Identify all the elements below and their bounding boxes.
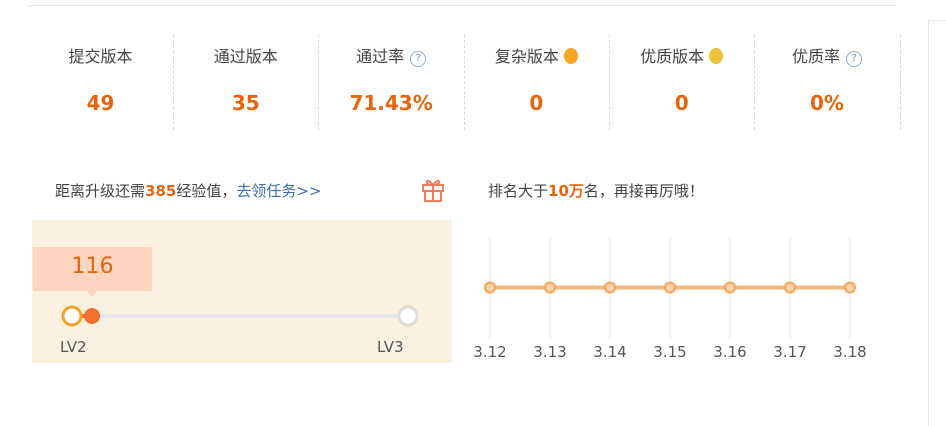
stat-label: 优质版本	[609, 43, 754, 67]
help-icon[interactable]: ?	[410, 51, 427, 67]
x-tick-label: 3.14	[593, 343, 626, 361]
stat-label: 提交版本	[28, 43, 173, 67]
x-tick-label: 3.18	[833, 343, 866, 361]
text: 经验值，	[176, 182, 237, 200]
x-tick-label: 3.12	[473, 343, 506, 361]
level-box	[32, 220, 452, 363]
label-text: 复杂版本	[494, 47, 559, 66]
stat-label: 通过版本	[173, 43, 318, 67]
stat-value: 35	[231, 91, 260, 115]
stat: 通过版本 35	[173, 35, 320, 130]
x-tick-label: 3.15	[653, 343, 686, 361]
stat-value: 0	[529, 91, 544, 115]
level-from: LV2	[60, 338, 87, 356]
rank-amount: 10万	[548, 182, 584, 200]
text: 排名大于	[488, 182, 549, 200]
stat: 优质版本 0	[609, 35, 756, 130]
top-border	[28, 5, 896, 6]
point	[604, 281, 616, 294]
label-text: 通过版本	[213, 47, 278, 66]
label-text: 优质版本	[640, 47, 705, 66]
stat-label: 优质率?	[755, 43, 900, 67]
point	[544, 281, 556, 294]
level-track: LV2 LV3	[60, 290, 419, 356]
medal-icon	[709, 48, 724, 64]
stat: 复杂版本 0	[464, 35, 610, 130]
level-tooltip: 116	[33, 247, 152, 291]
text: 距离升级还需	[55, 182, 146, 200]
point	[844, 281, 856, 294]
stat-value: 71.43%	[349, 91, 433, 115]
stat-value: 0	[674, 91, 689, 115]
stat-value: 0%	[810, 91, 844, 115]
point	[784, 281, 796, 294]
stat-label: 通过率?	[319, 43, 464, 67]
x-tick-label: 3.16	[713, 343, 746, 361]
label-text: 通过率	[356, 47, 405, 66]
points: 385	[145, 182, 177, 200]
stat: 通过率? 71.43%	[319, 35, 465, 130]
gift-icon	[422, 179, 444, 202]
stat-value: 49	[86, 91, 115, 115]
side-panel	[928, 20, 946, 426]
medal-icon	[563, 48, 578, 64]
point	[724, 281, 736, 294]
label-text: 提交版本	[68, 47, 133, 66]
x-tick-label: 3.13	[533, 343, 566, 361]
rank-chart: 3.12 3.13 3.14 3.15 3.16 3.17 3.18	[473, 235, 867, 361]
level-hint: 距离升级还需385经验值，去领任务>>	[55, 180, 321, 201]
x-tick-label: 3.17	[773, 343, 806, 361]
level-to: LV3	[377, 338, 404, 356]
point	[664, 281, 676, 294]
rank-hint: 排名大于10万名，再接再厉哦！	[488, 180, 704, 201]
label-text: 优质率	[791, 47, 840, 66]
stat: 优质率? 0%	[755, 35, 901, 130]
stat: 提交版本 49	[28, 35, 174, 130]
point	[484, 281, 496, 294]
task-link[interactable]: 去领任务>>	[236, 182, 322, 200]
help-icon[interactable]: ?	[846, 51, 862, 67]
stat-label: 复杂版本	[464, 43, 609, 67]
text: 名，再接再厉哦！	[583, 182, 704, 200]
